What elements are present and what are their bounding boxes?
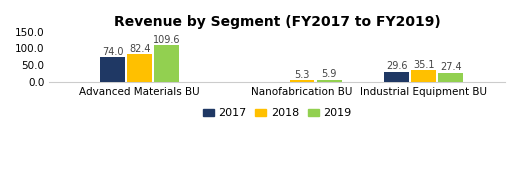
- Bar: [411, 70, 436, 82]
- Text: 27.4: 27.4: [440, 62, 462, 72]
- Text: 82.4: 82.4: [129, 44, 150, 54]
- Text: 29.6: 29.6: [386, 61, 408, 71]
- Legend: 2017, 2018, 2019: 2017, 2018, 2019: [198, 104, 356, 123]
- Bar: [154, 45, 179, 82]
- Text: 5.9: 5.9: [321, 69, 337, 79]
- Bar: [438, 73, 463, 82]
- Text: 109.6: 109.6: [153, 34, 180, 44]
- Bar: [127, 54, 152, 82]
- Text: 5.3: 5.3: [294, 70, 310, 80]
- Title: Revenue by Segment (FY2017 to FY2019): Revenue by Segment (FY2017 to FY2019): [114, 15, 440, 29]
- Text: 35.1: 35.1: [413, 60, 435, 70]
- Bar: [290, 80, 315, 82]
- Text: 74.0: 74.0: [102, 46, 123, 57]
- Bar: [384, 72, 409, 82]
- Bar: [317, 80, 342, 82]
- Bar: [100, 57, 125, 82]
